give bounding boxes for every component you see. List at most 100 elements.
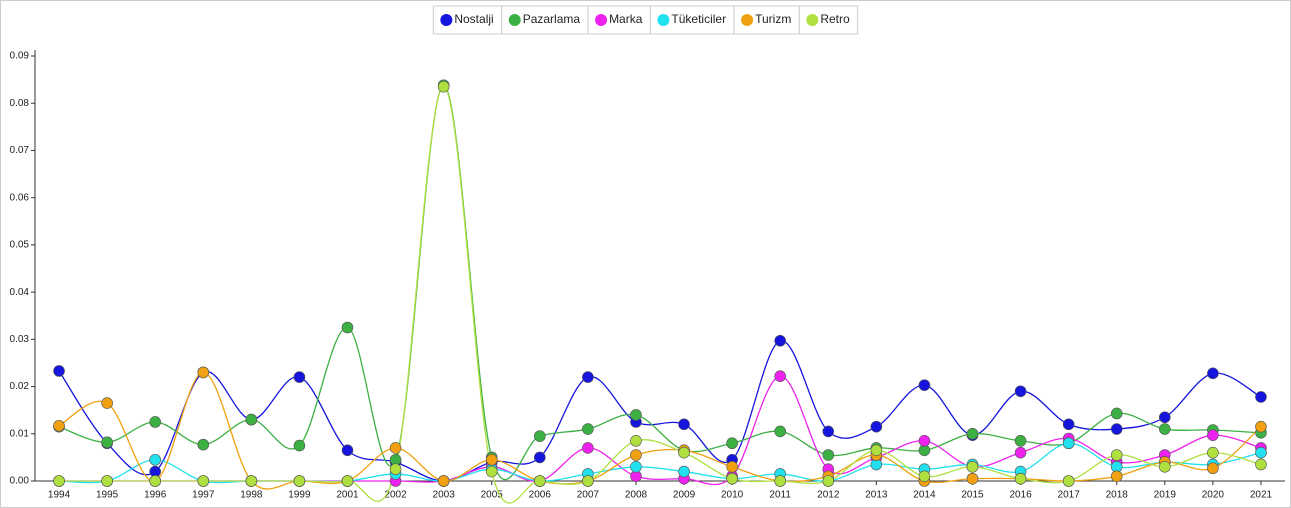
legend-item: Pazarlama: [501, 5, 589, 35]
data-point: [774, 334, 786, 347]
x-tick-label: 2013: [865, 490, 888, 501]
data-point: [582, 423, 594, 435]
data-point: [1255, 446, 1267, 459]
data-point: [245, 475, 258, 487]
data-point: [293, 439, 306, 452]
data-point: [341, 444, 354, 457]
data-point: [1110, 407, 1123, 420]
y-tick-label: 0.02: [10, 381, 30, 392]
legend-marker: [440, 14, 453, 26]
data-point: [822, 449, 835, 461]
data-point: [630, 409, 642, 421]
data-point: [1207, 367, 1219, 380]
data-point: [822, 475, 835, 487]
data-point: [678, 418, 690, 431]
data-point: [437, 80, 450, 93]
x-tick-label: 1996: [144, 490, 167, 501]
legend-marker: [595, 14, 608, 26]
data-point: [53, 419, 65, 432]
data-point: [53, 475, 65, 487]
data-point: [774, 425, 786, 438]
data-point: [293, 475, 306, 487]
legend-marker: [657, 14, 670, 26]
legend-label: Turizm: [755, 12, 791, 26]
data-point: [582, 442, 594, 454]
data-point: [774, 475, 786, 487]
x-tick-label: 2014: [913, 490, 936, 501]
data-point: [1207, 429, 1219, 441]
data-point: [582, 371, 594, 383]
y-tick-label: 0.08: [10, 98, 30, 109]
y-tick-label: 0.01: [10, 428, 30, 439]
data-point: [197, 366, 210, 379]
data-point: [485, 465, 498, 478]
legend-label: Marka: [609, 12, 643, 26]
data-point: [534, 451, 546, 464]
data-point: [822, 425, 835, 438]
data-point: [1014, 385, 1027, 398]
data-point: [341, 321, 354, 334]
data-point: [966, 427, 979, 440]
x-tick-label: 2018: [1106, 490, 1129, 501]
data-point: [1014, 472, 1027, 485]
x-tick-label: 2005: [481, 490, 504, 501]
series-line: [58, 371, 1262, 490]
y-tick-label: 0.05: [10, 240, 30, 251]
x-tick-label: 2007: [577, 490, 600, 501]
data-point: [726, 437, 738, 450]
legend-item: Nostalji: [432, 5, 503, 35]
data-point: [630, 449, 642, 461]
data-point: [1255, 458, 1267, 471]
y-tick-label: 0.09: [10, 51, 30, 62]
data-point: [1110, 423, 1123, 435]
data-point: [678, 446, 690, 459]
x-tick-label: 2008: [625, 490, 648, 501]
data-point: [918, 435, 931, 447]
data-point: [774, 370, 786, 382]
data-point: [485, 453, 498, 466]
x-tick-label: 1995: [96, 490, 119, 501]
data-point: [101, 436, 113, 449]
data-point: [1207, 462, 1219, 475]
data-point: [101, 397, 113, 409]
data-point: [1110, 470, 1123, 483]
y-tick-label: 0.04: [10, 287, 30, 298]
x-tick-label: 2015: [961, 490, 984, 501]
legend-item: Turizm: [733, 5, 800, 35]
x-tick-label: 2017: [1058, 490, 1081, 501]
y-tick-label: 0.06: [10, 192, 30, 203]
legend-label: Tüketiciler: [671, 12, 726, 26]
data-point: [870, 420, 883, 433]
legend-marker: [806, 14, 819, 26]
data-point: [1159, 411, 1171, 424]
data-point: [678, 465, 690, 478]
legend-label: Pazarlama: [523, 12, 581, 26]
data-point: [1062, 437, 1075, 450]
data-point: [1255, 420, 1267, 433]
data-point: [630, 461, 642, 473]
x-tick-label: 2019: [1154, 490, 1177, 501]
data-point: [582, 475, 594, 487]
legend-marker: [741, 14, 754, 26]
data-point: [870, 444, 883, 457]
data-point: [1062, 475, 1075, 487]
data-point: [101, 475, 113, 487]
data-point: [245, 413, 258, 426]
x-tick-label: 2002: [384, 490, 407, 501]
x-tick-label: 2020: [1202, 490, 1225, 501]
x-tick-label: 2010: [721, 490, 744, 501]
data-point: [1014, 435, 1027, 447]
data-point: [389, 463, 402, 475]
data-point: [197, 475, 210, 487]
data-point: [1062, 418, 1075, 431]
data-point: [1159, 461, 1171, 473]
legend-label: Retro: [820, 12, 850, 26]
data-point: [726, 461, 738, 473]
y-tick-label: 0.07: [10, 145, 30, 156]
x-tick-label: 1999: [288, 490, 311, 501]
y-tick-label: 0.00: [10, 476, 30, 487]
data-point: [918, 379, 931, 391]
data-point: [437, 475, 450, 487]
